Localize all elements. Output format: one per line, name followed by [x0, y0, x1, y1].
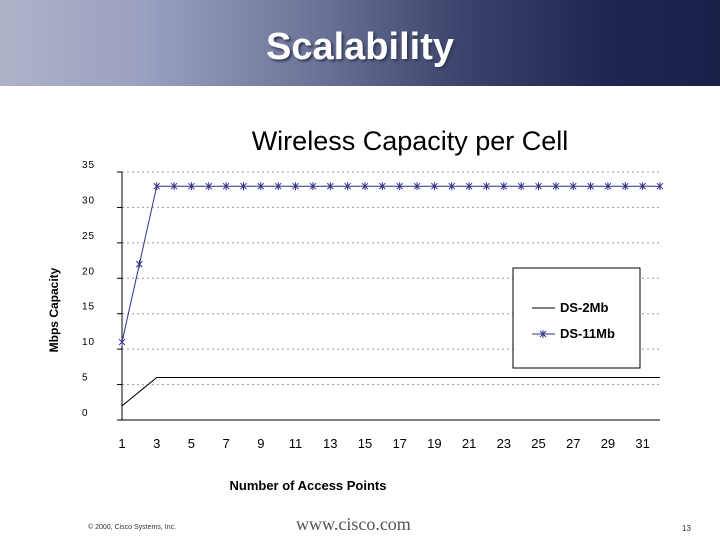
y-tick-label: 5 — [82, 373, 89, 384]
slide-title: Scalability — [266, 26, 454, 68]
data-point — [431, 182, 438, 191]
data-point — [309, 182, 317, 191]
x-tick-label: 11 — [289, 436, 303, 451]
data-point — [136, 260, 143, 269]
x-tick-label: 25 — [531, 436, 545, 451]
x-tick-label: 5 — [188, 436, 195, 451]
chart-title: Wireless Capacity per Cell — [251, 126, 569, 156]
x-tick-label: 1 — [118, 436, 125, 451]
data-point — [205, 182, 213, 191]
legend-marker-ds-11mb — [539, 330, 547, 338]
data-point — [396, 182, 404, 191]
data-point — [448, 182, 456, 191]
series-line-ds-11mb — [121, 185, 660, 343]
data-point — [535, 182, 542, 191]
series-line-ds-2mb — [121, 377, 660, 407]
y-axis-label: Mbps Capacity — [47, 267, 61, 352]
data-point — [378, 182, 386, 191]
x-tick-label: 27 — [566, 436, 580, 451]
x-tick-label: 23 — [497, 436, 511, 451]
data-point — [240, 182, 247, 191]
y-tick-label: 35 — [82, 160, 95, 171]
legend-box — [512, 267, 641, 369]
x-tick-label: 31 — [635, 436, 649, 451]
y-tick-label: 10 — [82, 337, 95, 348]
y-tick-label: 15 — [82, 302, 95, 313]
data-point — [604, 182, 612, 191]
data-point — [344, 182, 351, 191]
x-tick-label: 19 — [427, 436, 441, 451]
x-tick-label: 13 — [323, 436, 337, 451]
data-point — [587, 182, 594, 191]
data-point — [517, 182, 525, 191]
data-point — [257, 182, 265, 191]
data-point — [118, 338, 126, 347]
data-point — [639, 182, 646, 191]
data-point — [413, 182, 421, 191]
y-tick-label: 0 — [82, 408, 89, 419]
y-tick-labels: 35 30 25 20 15 10 5 0 — [82, 160, 122, 421]
data-point — [465, 182, 473, 191]
data-point — [621, 182, 629, 191]
axes — [121, 172, 660, 421]
legend-label-ds-11mb: DS-11Mb — [560, 326, 615, 341]
website-url: www.cisco.com — [296, 514, 411, 534]
data-point — [552, 182, 560, 191]
data-point — [569, 182, 577, 191]
copyright-text: © 2000, Cisco Systems, Inc. — [88, 524, 177, 531]
x-axis-label: Number of Access Points — [229, 478, 386, 493]
data-point — [188, 182, 195, 191]
page-number: 13 — [682, 524, 691, 533]
data-point — [500, 182, 508, 191]
data-point — [656, 182, 664, 191]
series — [118, 182, 664, 407]
legend: DS-2Mb DS-11Mb — [512, 267, 641, 369]
series-ds-11mb — [118, 182, 664, 347]
x-tick-label: 17 — [392, 436, 406, 451]
data-point — [292, 182, 299, 191]
y-tick-label: 25 — [82, 231, 95, 242]
series-ds-2mb — [121, 377, 660, 407]
x-tick-label: 21 — [462, 436, 476, 451]
x-tick-labels: 1 3 5 7 9 11 13 15 17 19 21 23 25 27 29 31 — [118, 436, 649, 451]
data-point — [326, 182, 334, 191]
data-point — [274, 182, 282, 191]
legend-label-ds-2mb: DS-2Mb — [560, 300, 608, 315]
x-tick-label: 9 — [257, 436, 264, 451]
x-tick-label: 3 — [153, 436, 160, 451]
data-point — [483, 182, 490, 191]
title-banner: Scalability — [0, 0, 720, 86]
x-tick-label: 7 — [223, 436, 230, 451]
y-tick-label: 20 — [82, 266, 95, 277]
y-tick-label: 30 — [82, 195, 95, 206]
x-tick-label: 29 — [601, 436, 615, 451]
x-tick-label: 15 — [358, 436, 372, 451]
data-point — [170, 182, 178, 191]
data-point — [361, 182, 369, 191]
data-point — [153, 182, 161, 191]
data-point — [222, 182, 230, 191]
